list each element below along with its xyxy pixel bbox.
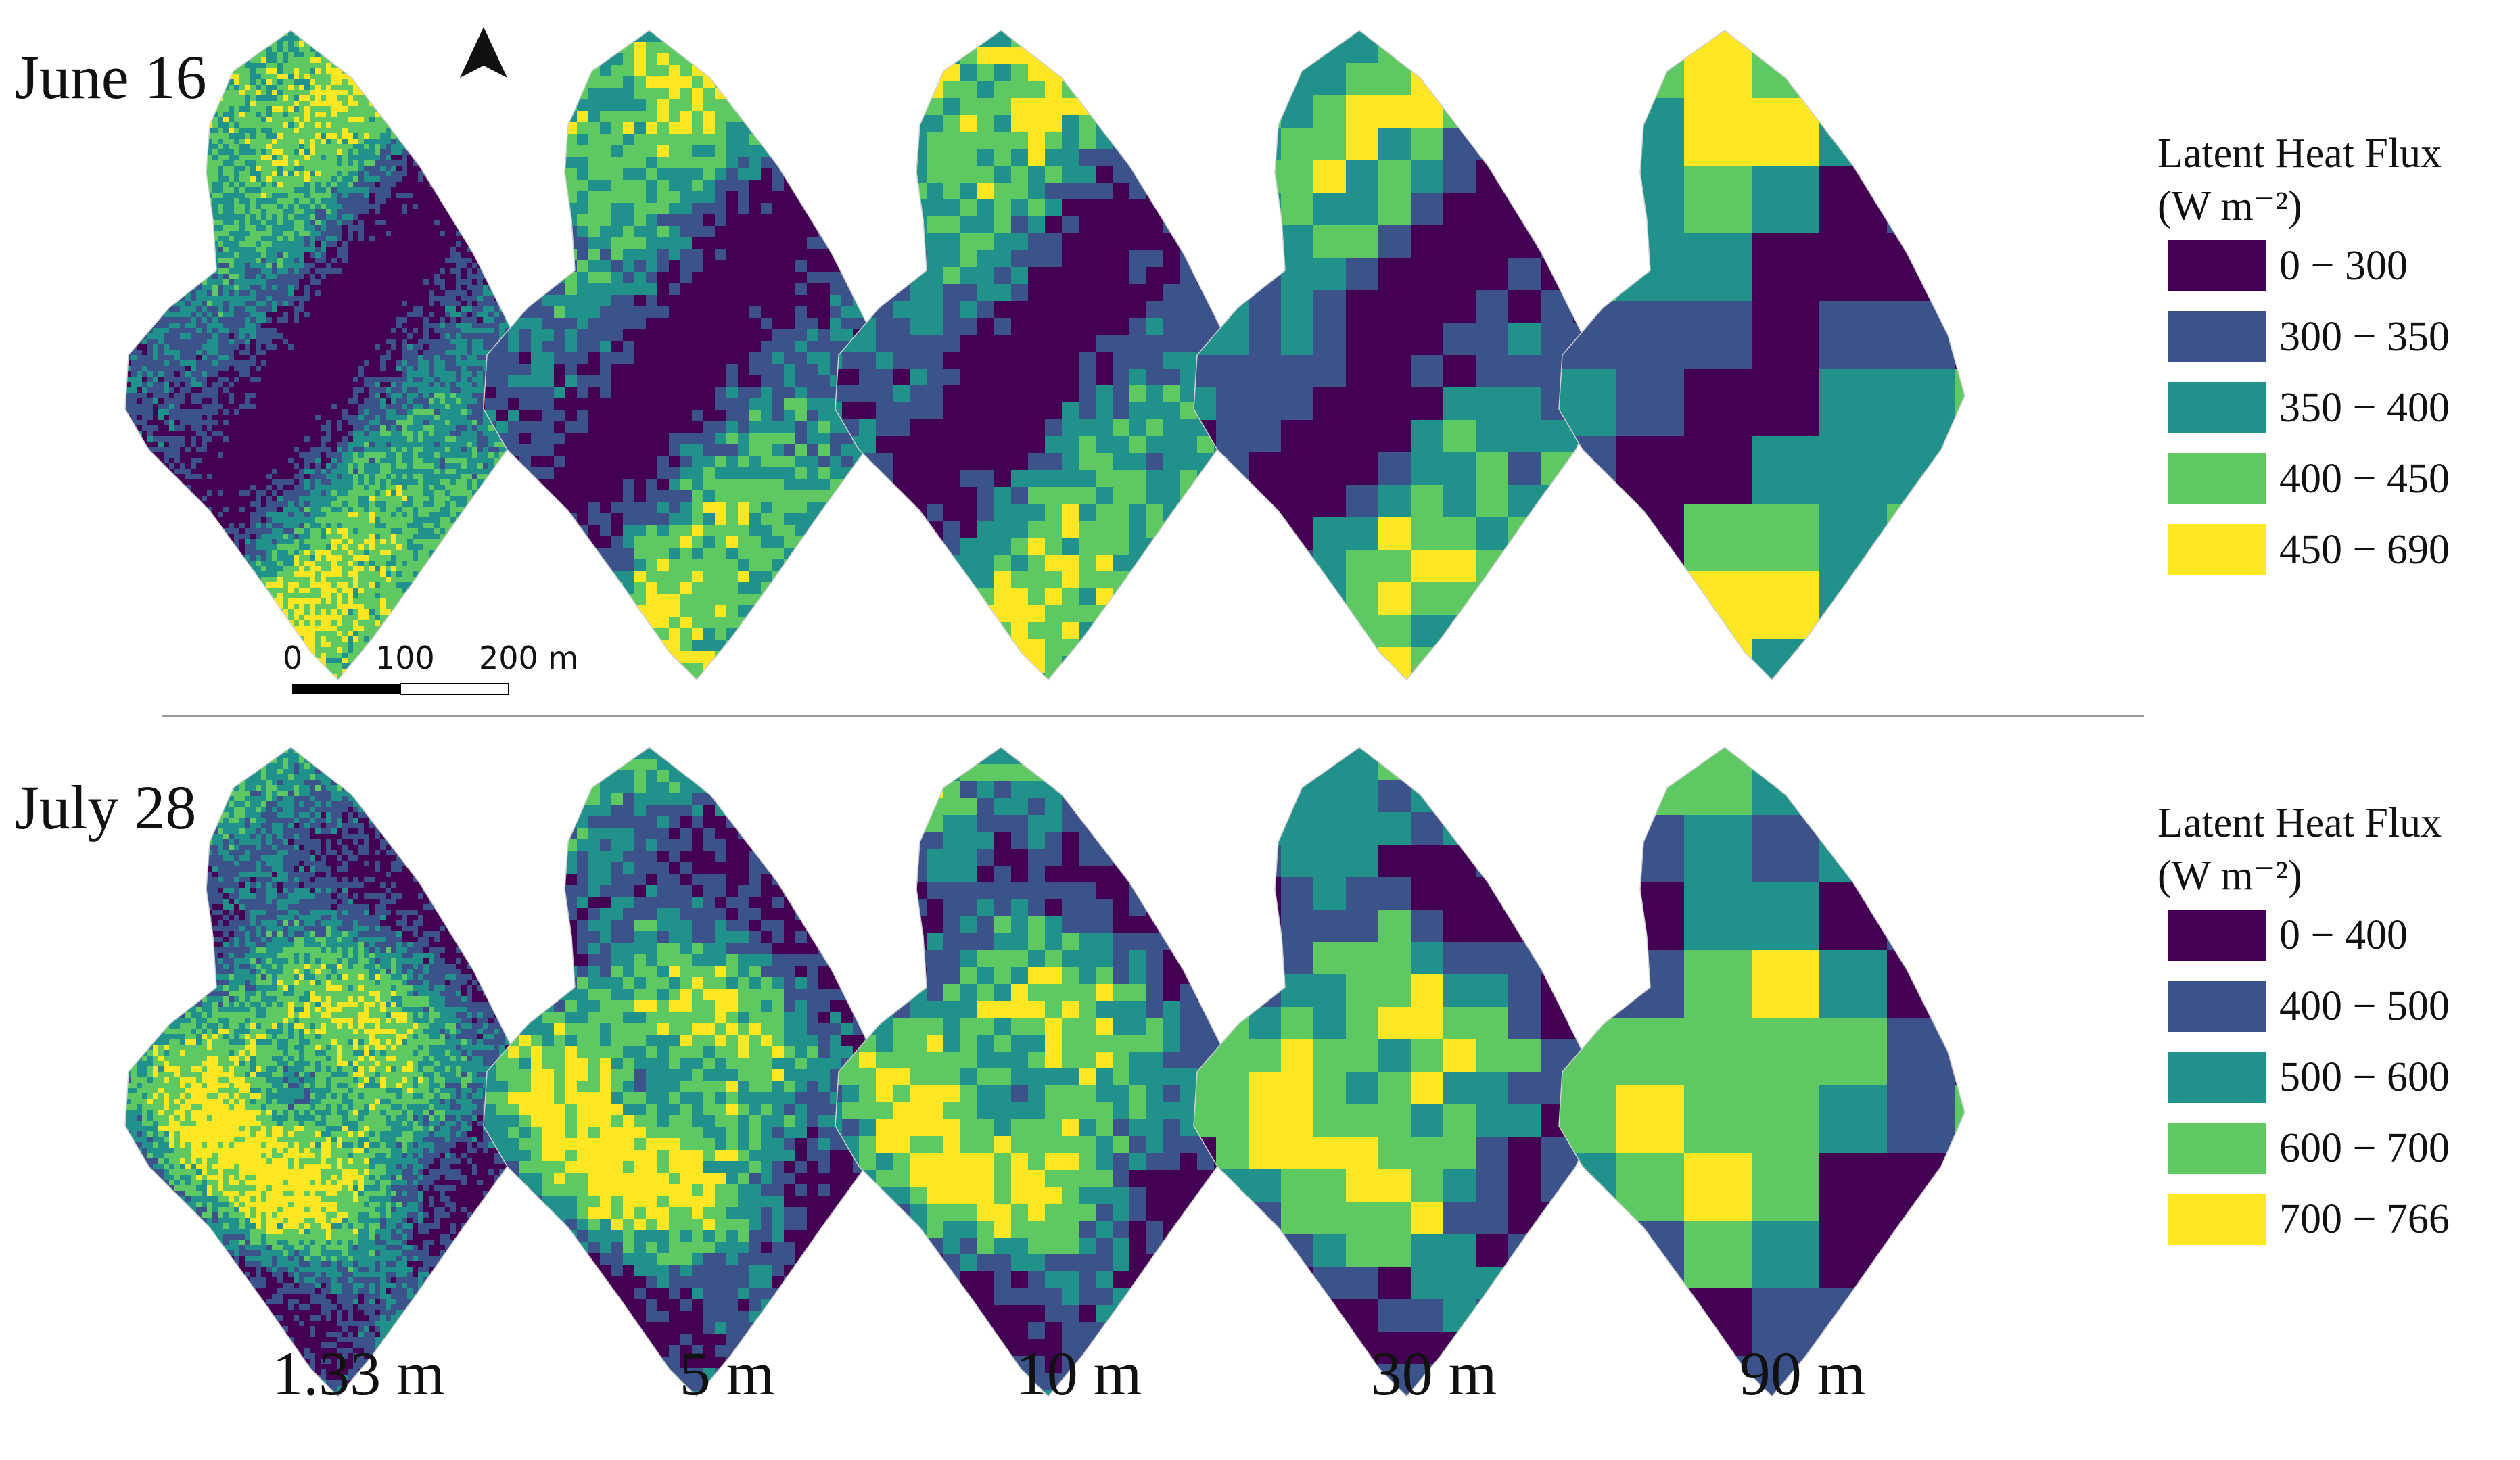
field-boundary	[1193, 747, 1600, 1398]
legend-label: 0 − 400	[2279, 912, 2408, 960]
legend-item: 0 − 300	[2168, 240, 2408, 291]
flux-map-panel	[484, 747, 889, 1396]
resolution-label-90m: 90 m	[1667, 1342, 1938, 1405]
legend-label: 400 − 500	[2279, 983, 2450, 1031]
resolution-label-30m: 30 m	[1299, 1342, 1569, 1405]
legend-swatch	[2168, 1194, 2266, 1245]
flux-map-panel	[1559, 30, 1965, 680]
flux-map-panel	[125, 747, 531, 1396]
legend-swatch	[2168, 1123, 2266, 1174]
legend-swatch	[2168, 311, 2266, 362]
legend-item: 400 − 450	[2168, 453, 2450, 504]
field-boundary	[835, 30, 1242, 681]
legend-item: 700 − 766	[2168, 1194, 2450, 1245]
legend-swatch	[2168, 1052, 2266, 1103]
legend-item: 600 − 700	[2168, 1123, 2450, 1174]
field-boundary	[835, 747, 1242, 1398]
scale-bar-label-0: 0	[283, 642, 302, 674]
legend-swatch	[2168, 240, 2266, 291]
flux-map-panel	[1194, 747, 1600, 1396]
legend-label: 400 − 450	[2279, 455, 2450, 503]
legend-label: 700 − 766	[2279, 1196, 2450, 1244]
legend-item: 300 − 350	[2168, 311, 2450, 362]
legend-item: 450 − 690	[2168, 524, 2450, 575]
flux-map-panel	[1559, 747, 1965, 1396]
legend-swatch	[2168, 910, 2266, 961]
flux-map-panel	[835, 747, 1241, 1396]
legend-label: 300 − 350	[2279, 313, 2450, 361]
legend-item: 350 − 400	[2168, 382, 2450, 433]
legend-units-june: (W m⁻²)	[2157, 181, 2302, 231]
field-boundary	[483, 747, 890, 1398]
field-boundary	[483, 30, 890, 681]
date-label-july-28: July 28	[15, 776, 196, 839]
resolution-label-1-33m: 1.33 m	[223, 1342, 494, 1405]
field-boundary	[1558, 30, 1965, 681]
legend-item: 400 − 500	[2168, 981, 2450, 1032]
field-boundary	[124, 30, 532, 681]
legend-label: 450 − 690	[2279, 526, 2450, 574]
row-divider	[162, 715, 2144, 717]
field-boundary	[124, 747, 532, 1398]
legend-title-july: Latent Heat Flux	[2157, 798, 2442, 848]
flux-map-panel	[835, 30, 1241, 680]
legend-units-july: (W m⁻²)	[2157, 851, 2302, 901]
date-label-june-16: June 16	[15, 46, 207, 108]
scale-bar	[292, 683, 509, 695]
legend-label: 350 − 400	[2279, 384, 2450, 432]
field-boundary	[1193, 30, 1600, 681]
legend-label: 600 − 700	[2279, 1125, 2450, 1173]
legend-swatch	[2168, 382, 2266, 433]
legend-swatch	[2168, 524, 2266, 575]
flux-map-panel	[1194, 30, 1600, 680]
legend-swatch	[2168, 453, 2266, 504]
legend-label: 0 − 300	[2279, 242, 2408, 290]
flux-map-panel	[125, 30, 531, 680]
scale-bar-label-200: 200 m	[479, 642, 578, 674]
legend-label: 500 − 600	[2279, 1054, 2450, 1102]
legend-item: 0 − 400	[2168, 910, 2408, 961]
scale-bar-label-100: 100	[375, 642, 435, 674]
resolution-label-5m: 5 m	[592, 1342, 862, 1405]
north-arrow-icon	[460, 27, 507, 78]
legend-title-june: Latent Heat Flux	[2157, 128, 2442, 179]
legend-item: 500 − 600	[2168, 1052, 2450, 1103]
flux-map-panel	[484, 30, 889, 680]
resolution-label-10m: 10 m	[943, 1342, 1214, 1405]
legend-swatch	[2168, 981, 2266, 1032]
field-boundary	[1558, 747, 1965, 1398]
